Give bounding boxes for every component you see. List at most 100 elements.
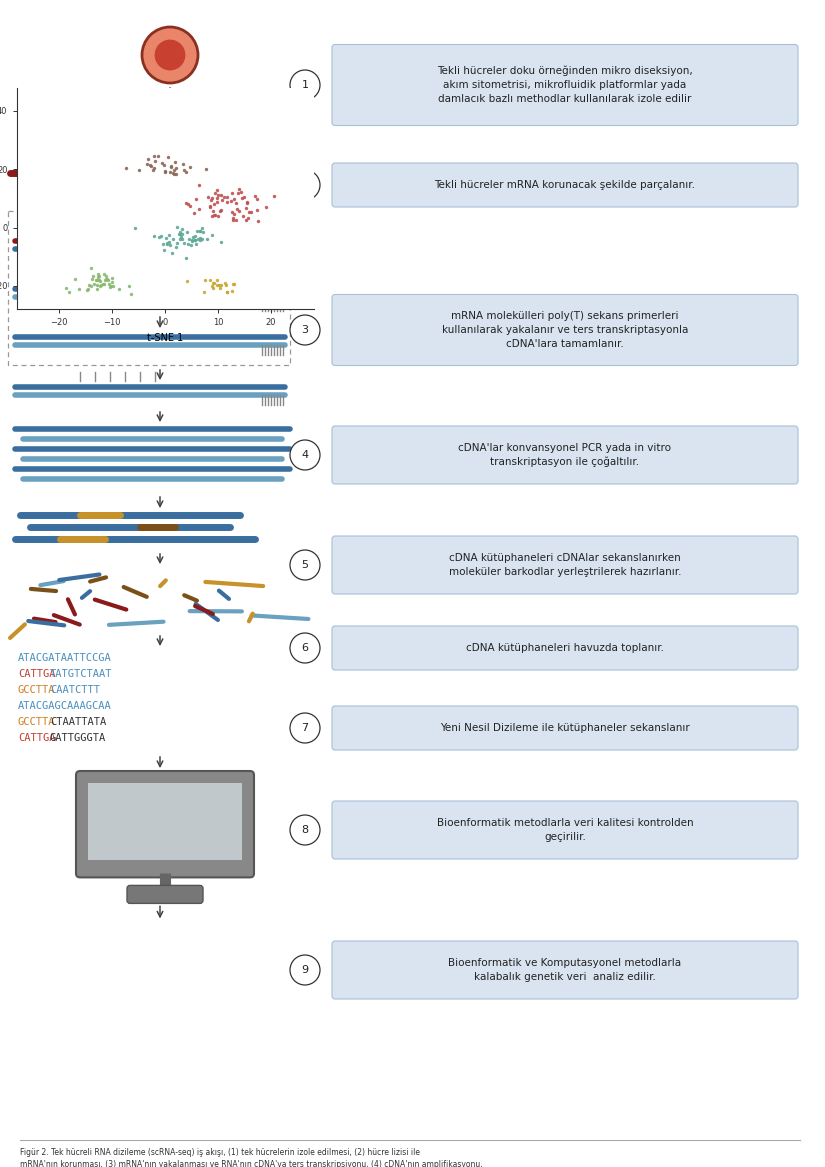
Text: CTAATTATA: CTAATTATA <box>50 717 106 727</box>
Point <box>179 194 192 212</box>
Point <box>205 188 219 207</box>
Point <box>59 279 73 298</box>
Point <box>91 265 104 284</box>
Point <box>87 274 101 293</box>
Point <box>175 230 188 249</box>
Circle shape <box>290 440 320 470</box>
Point <box>214 186 228 204</box>
Point <box>91 280 104 299</box>
Point <box>211 189 224 208</box>
Text: mRNA molekülleri poly(T) sekans primerleri
kullanılarak yakalanır ve ters transk: mRNA molekülleri poly(T) sekans primerle… <box>442 310 688 349</box>
Point <box>155 154 168 173</box>
Point <box>227 209 240 228</box>
Point <box>213 202 226 221</box>
Point <box>186 228 200 246</box>
Text: GATTGGGTA: GATTGGGTA <box>50 733 106 743</box>
Point <box>148 228 161 246</box>
Point <box>125 285 138 303</box>
Point <box>173 223 186 242</box>
Point <box>87 267 100 286</box>
Point <box>204 190 217 209</box>
Point <box>235 188 248 207</box>
FancyBboxPatch shape <box>127 886 203 903</box>
Point <box>156 235 169 253</box>
Point <box>179 162 192 181</box>
Point <box>147 159 160 177</box>
Point <box>205 225 219 244</box>
Point <box>230 200 243 218</box>
Circle shape <box>148 107 192 151</box>
Point <box>172 224 186 243</box>
Text: ATACGATAATTCCGA: ATACGATAATTCCGA <box>18 654 111 663</box>
Point <box>184 158 197 176</box>
Point <box>160 229 173 247</box>
Point <box>182 195 195 214</box>
Point <box>97 265 111 284</box>
Point <box>214 277 228 295</box>
Text: CATTGA: CATTGA <box>18 733 55 743</box>
Text: 3: 3 <box>301 324 309 335</box>
Circle shape <box>290 170 320 200</box>
Point <box>167 163 180 182</box>
FancyBboxPatch shape <box>332 626 798 670</box>
Circle shape <box>158 117 182 141</box>
FancyBboxPatch shape <box>332 706 798 750</box>
Point <box>209 184 222 203</box>
Point <box>63 282 76 301</box>
Point <box>95 275 108 294</box>
Circle shape <box>290 550 320 580</box>
Point <box>163 232 176 251</box>
Text: 9: 9 <box>301 965 309 974</box>
Point <box>99 271 112 289</box>
FancyBboxPatch shape <box>332 163 798 207</box>
Point <box>177 155 190 174</box>
Point <box>204 271 217 289</box>
Point <box>106 277 120 295</box>
Point <box>181 223 194 242</box>
Point <box>228 190 241 209</box>
Point <box>165 156 178 175</box>
Point <box>133 161 146 180</box>
Point <box>209 205 222 224</box>
Point <box>212 275 225 294</box>
Point <box>191 222 204 240</box>
Text: 5: 5 <box>301 560 309 569</box>
Point <box>158 161 172 180</box>
Point <box>112 280 125 299</box>
Point <box>90 271 103 289</box>
Point <box>185 231 198 250</box>
Point <box>99 267 112 286</box>
Point <box>162 147 175 166</box>
Text: Figür 2. Tek hücreli RNA dizileme (scRNA-seq) iş akışı, (1) tek hücrelerin izole: Figür 2. Tek hücreli RNA dizileme (scRNA… <box>20 1148 483 1167</box>
Point <box>193 231 206 250</box>
Circle shape <box>290 815 320 845</box>
Point <box>81 281 94 300</box>
Point <box>144 158 158 176</box>
Point <box>105 277 118 295</box>
Point <box>210 271 224 289</box>
Point <box>199 160 212 179</box>
Point <box>101 271 115 289</box>
Point <box>199 271 212 289</box>
Text: TATGTCTAAT: TATGTCTAAT <box>50 669 112 679</box>
Point <box>104 278 117 296</box>
Point <box>92 268 105 287</box>
Text: 1: 1 <box>301 81 309 90</box>
Point <box>100 270 113 288</box>
Point <box>210 181 224 200</box>
Point <box>251 190 264 209</box>
Text: cDNA'lar konvansyonel PCR yada in vitro
transkriptasyon ile çoğaltılır.: cDNA'lar konvansyonel PCR yada in vitro … <box>459 442 672 467</box>
Point <box>163 236 177 254</box>
Point <box>170 218 183 237</box>
Point <box>82 279 95 298</box>
Point <box>230 210 243 229</box>
Point <box>182 235 195 253</box>
Circle shape <box>154 40 186 70</box>
Point <box>193 222 206 240</box>
Circle shape <box>290 633 320 663</box>
FancyBboxPatch shape <box>332 536 798 594</box>
Point <box>93 272 106 291</box>
Point <box>207 201 220 219</box>
Point <box>205 277 219 295</box>
FancyBboxPatch shape <box>332 426 798 484</box>
